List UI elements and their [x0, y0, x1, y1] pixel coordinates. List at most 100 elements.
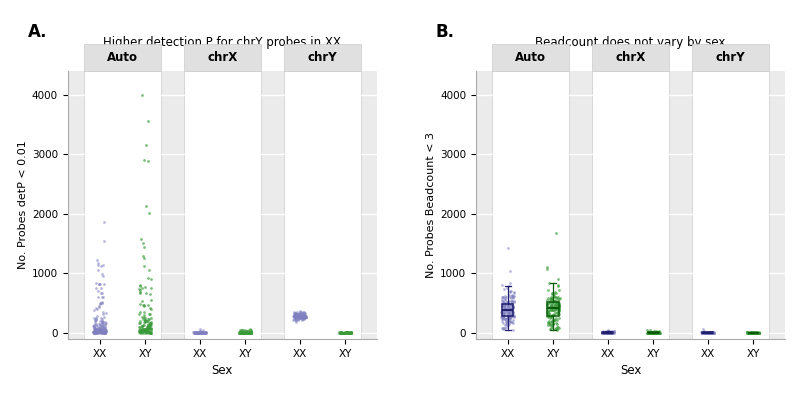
Point	[189, 330, 202, 336]
Point	[193, 330, 206, 336]
Point	[501, 303, 513, 309]
Point	[136, 330, 149, 336]
Point	[600, 329, 613, 336]
Point	[89, 329, 102, 335]
Point	[497, 303, 510, 310]
Point	[234, 327, 246, 333]
Point	[544, 319, 557, 325]
Point	[542, 318, 555, 325]
Point	[342, 329, 355, 336]
Point	[751, 330, 764, 336]
Point	[504, 280, 516, 286]
Point	[644, 330, 657, 336]
Point	[96, 329, 108, 335]
Point	[295, 313, 308, 319]
Point	[505, 300, 517, 307]
Point	[546, 306, 559, 312]
Point	[98, 330, 111, 336]
Point	[145, 327, 158, 334]
Point	[293, 314, 306, 320]
Point	[138, 326, 151, 333]
Point	[541, 314, 554, 320]
Point	[545, 294, 558, 301]
Point	[741, 329, 754, 336]
Point	[497, 314, 509, 321]
Point	[545, 324, 558, 331]
Point	[92, 281, 105, 287]
Point	[496, 316, 508, 322]
Point	[94, 328, 107, 335]
Point	[139, 290, 152, 296]
Point	[708, 329, 720, 336]
Point	[137, 328, 150, 334]
Point	[89, 285, 102, 292]
Point	[505, 306, 517, 312]
Point	[93, 329, 106, 336]
Point	[498, 316, 511, 322]
Point	[552, 308, 565, 314]
Point	[749, 330, 762, 336]
Point	[287, 317, 300, 323]
Point	[333, 330, 346, 336]
Point	[544, 314, 557, 320]
Point	[96, 326, 108, 332]
Point	[193, 329, 206, 335]
Point	[501, 301, 514, 308]
Point	[548, 294, 561, 300]
Point	[650, 330, 662, 336]
Point	[141, 321, 154, 327]
Point	[697, 330, 709, 336]
Point	[548, 311, 560, 317]
Point	[195, 330, 208, 336]
Point	[750, 330, 763, 336]
Point	[607, 330, 620, 336]
Point	[236, 330, 249, 336]
Point	[508, 313, 520, 320]
Point	[552, 305, 564, 311]
Point	[95, 329, 108, 336]
Point	[144, 325, 157, 332]
Point	[642, 330, 654, 336]
Point	[701, 330, 713, 336]
Point	[92, 294, 105, 301]
Point	[241, 330, 254, 336]
Point	[641, 330, 654, 336]
Point	[289, 312, 301, 318]
Point	[94, 318, 107, 325]
Point	[597, 329, 610, 336]
Point	[141, 326, 154, 332]
Point	[751, 329, 764, 336]
Point	[137, 322, 150, 328]
Point	[292, 317, 304, 323]
Point	[295, 313, 308, 319]
Point	[498, 300, 511, 306]
Point	[191, 329, 204, 336]
Point	[496, 307, 508, 314]
Point	[646, 329, 659, 336]
Point	[194, 329, 207, 335]
Point	[194, 327, 206, 334]
Point	[241, 330, 254, 336]
Point	[604, 329, 617, 336]
Point	[498, 295, 511, 301]
Point	[287, 314, 300, 320]
Point	[501, 301, 514, 307]
Point	[196, 329, 209, 335]
Point	[142, 158, 155, 164]
Point	[748, 330, 761, 336]
Point	[642, 329, 654, 336]
Point	[503, 321, 516, 327]
Point	[292, 310, 304, 317]
Point	[542, 322, 555, 328]
Point	[99, 329, 112, 336]
Point	[544, 294, 557, 300]
Point	[504, 289, 516, 296]
Point	[700, 330, 713, 336]
Point	[294, 312, 307, 318]
Point	[339, 330, 351, 336]
Point	[705, 329, 718, 336]
Point	[550, 230, 563, 236]
Point	[344, 330, 357, 336]
Point	[540, 264, 553, 271]
Point	[97, 329, 110, 335]
